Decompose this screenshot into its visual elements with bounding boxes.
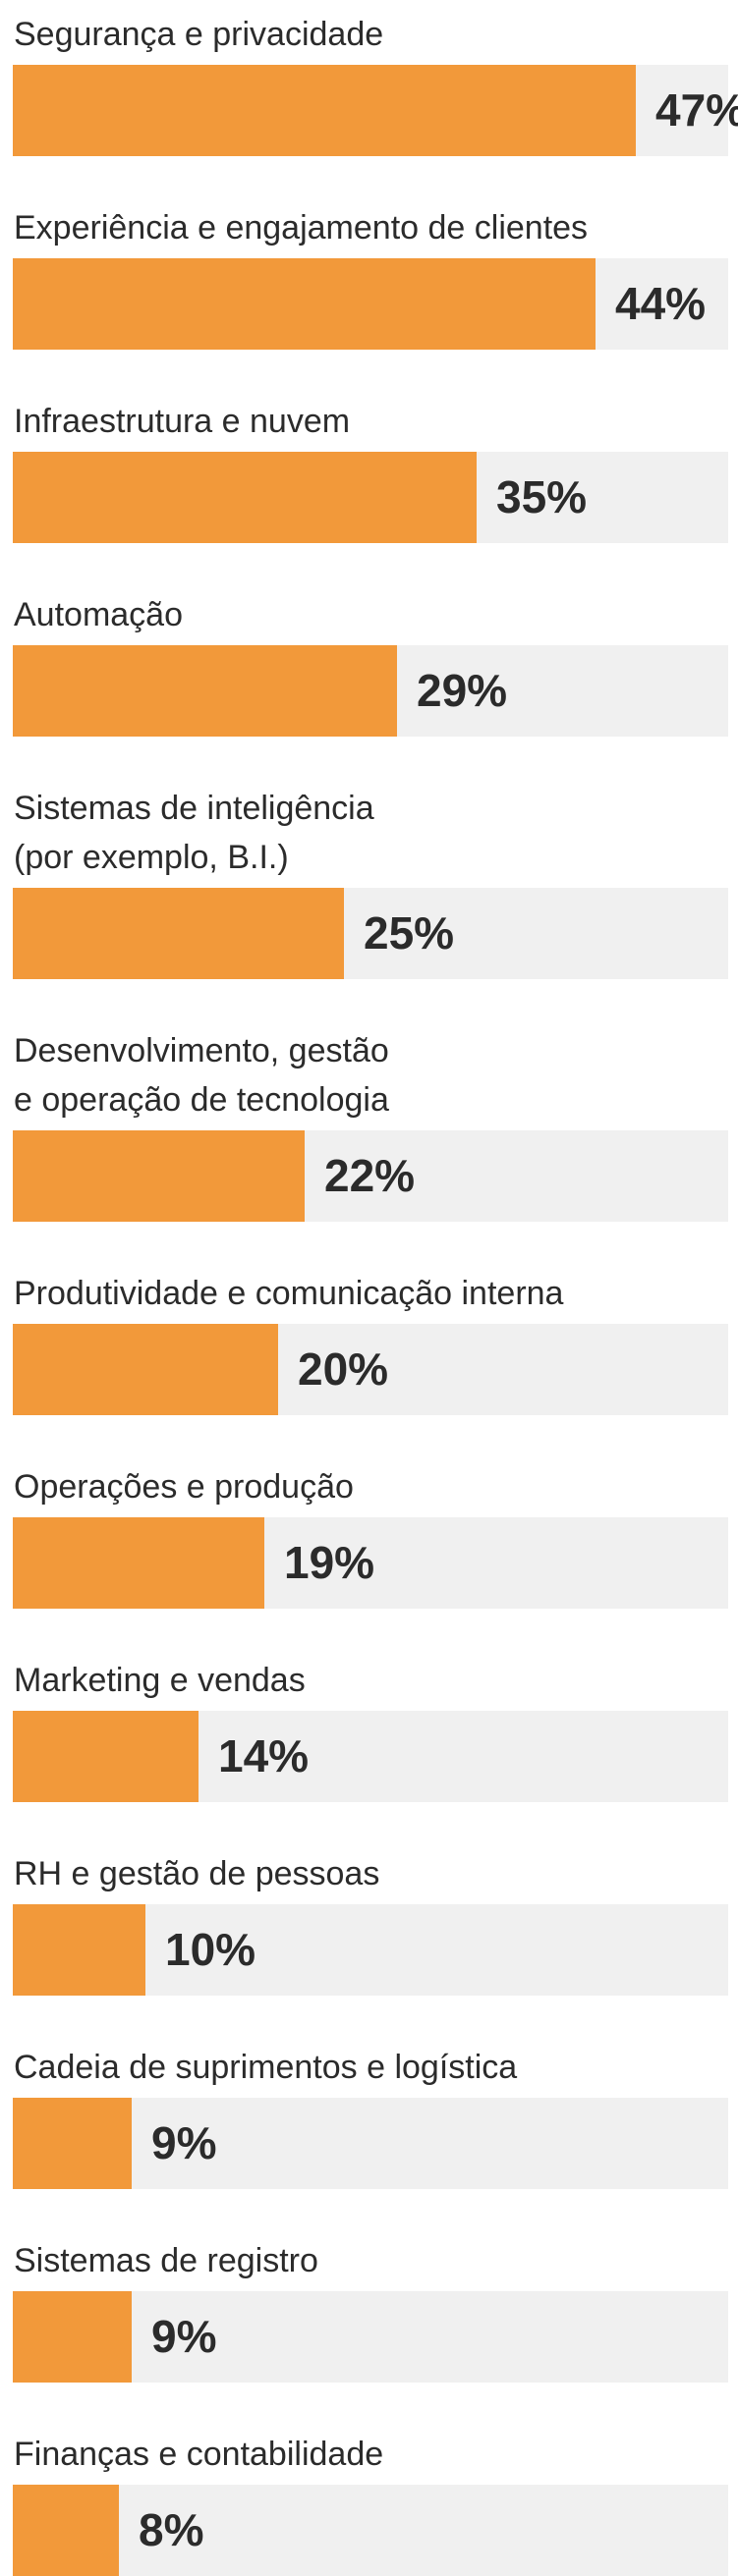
- bar-chart: Segurança e privacidade 47% Experiência e …: [13, 16, 738, 2576]
- bar: [13, 1324, 278, 1415]
- value-label: 44%: [615, 278, 707, 329]
- bar-track: 25%: [13, 888, 728, 979]
- category-label: RH e gestão de pessoas: [14, 1855, 380, 1892]
- bar: [13, 1904, 145, 1996]
- value-label: 8%: [139, 2504, 204, 2555]
- bar-track: 44%: [13, 258, 728, 350]
- category-label: Sistemas de inteligência (por exemplo, B…: [14, 790, 374, 876]
- value-label: 14%: [218, 1730, 310, 1781]
- bar-track: 20%: [13, 1324, 728, 1415]
- bar: [13, 1130, 305, 1222]
- value-label: 19%: [284, 1537, 375, 1588]
- value-label: 29%: [417, 665, 508, 716]
- category-label: Produtividade e comunicação interna: [14, 1275, 564, 1312]
- bar-track: 35%: [13, 452, 728, 543]
- category-label: Experiência e engajamento de clientes: [14, 209, 589, 247]
- category-label: Finanças e contabilidade: [14, 2436, 384, 2473]
- value-label: 10%: [165, 1924, 256, 1975]
- bar-track: 8%: [13, 2485, 728, 2576]
- category-label: Segurança e privacidade: [14, 16, 384, 53]
- value-label: 22%: [324, 1150, 416, 1201]
- value-label: 9%: [151, 2117, 217, 2168]
- bar-track: 14%: [13, 1711, 728, 1802]
- category-label: Automação: [14, 596, 183, 633]
- category-label: Desenvolvimento, gestão e operação de te…: [14, 1032, 389, 1119]
- value-label: 47%: [655, 84, 738, 136]
- value-label: 9%: [151, 2311, 217, 2362]
- bar: [13, 645, 397, 737]
- bar: [13, 65, 636, 156]
- category-label: Sistemas de registro: [14, 2242, 318, 2279]
- bar-track: 19%: [13, 1517, 728, 1609]
- bar: [13, 888, 344, 979]
- bar-track: 22%: [13, 1130, 728, 1222]
- bar: [13, 452, 477, 543]
- value-label: 20%: [298, 1343, 389, 1395]
- bar: [13, 2098, 132, 2189]
- bar-track: 29%: [13, 645, 728, 737]
- category-label: Operações e produção: [14, 1468, 354, 1506]
- bar: [13, 1711, 199, 1802]
- bar-track: 9%: [13, 2098, 728, 2189]
- category-label: Marketing e vendas: [14, 1662, 306, 1699]
- bar-track: 9%: [13, 2291, 728, 2383]
- value-label: 35%: [496, 471, 588, 522]
- category-label: Infraestrutura e nuvem: [14, 403, 351, 440]
- bar: [13, 258, 596, 350]
- category-label: Cadeia de suprimentos e logística: [14, 2049, 518, 2086]
- bar: [13, 2291, 132, 2383]
- bar-track: 10%: [13, 1904, 728, 1996]
- bar: [13, 1517, 264, 1609]
- bar: [13, 2485, 119, 2576]
- bar-track: 47%: [13, 65, 738, 156]
- value-label: 25%: [364, 907, 455, 959]
